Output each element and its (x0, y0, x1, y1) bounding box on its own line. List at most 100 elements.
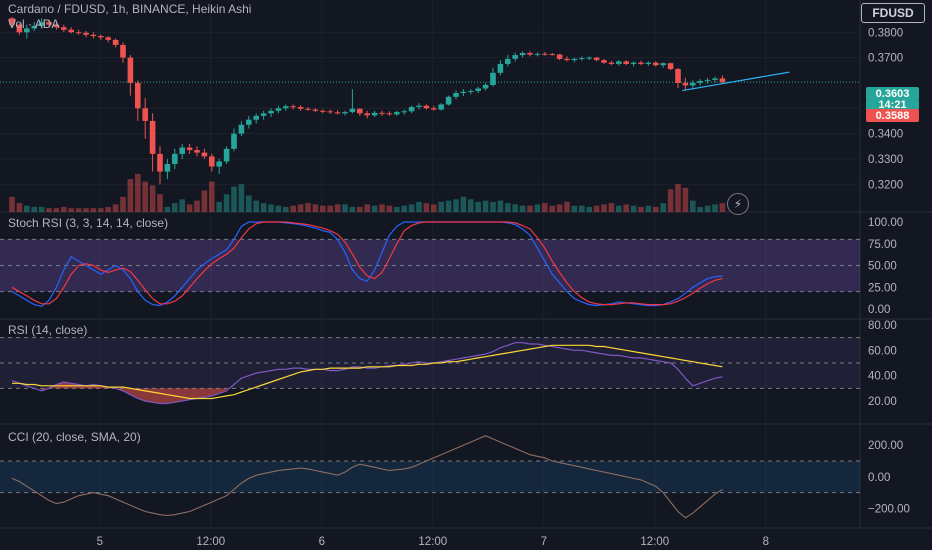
candle-body (342, 112, 348, 114)
volume-bar (379, 204, 385, 212)
volume-bar (135, 174, 141, 212)
volume-bar (9, 196, 15, 212)
candle-body (186, 147, 193, 151)
volume-bar (90, 208, 97, 212)
candle-body (431, 108, 437, 110)
rsi-oversold-fill (41, 382, 227, 404)
volume-bar (616, 205, 622, 212)
stoch-rsi-title: Stoch RSI (3, 3, 14, 14, close) (8, 216, 169, 230)
volume-bar (482, 200, 489, 212)
volume-bar (690, 200, 696, 212)
candle-body (24, 28, 30, 33)
symbol-badge[interactable]: FDUSD (861, 3, 925, 23)
volume-bar (468, 199, 474, 212)
candle-body (505, 58, 511, 64)
candle-body (75, 32, 82, 34)
candle-body (157, 153, 163, 172)
candle-body (327, 111, 333, 113)
candle-body (697, 80, 703, 83)
candle-body (490, 72, 496, 85)
volume-bar (201, 190, 208, 212)
volume-bar (623, 204, 629, 212)
y-tick-label: 0.3300 (868, 154, 903, 166)
candle-body (682, 82, 689, 86)
candle-body (283, 106, 289, 109)
x-tick-label: 12:00 (640, 536, 669, 548)
candle-body (623, 61, 629, 64)
volume-bar (297, 204, 304, 212)
candle-body (253, 115, 259, 120)
volume-bar (675, 184, 681, 212)
trendline (682, 71, 790, 92)
candle-body (482, 84, 489, 89)
volume-bar (327, 205, 333, 212)
lightning-bolt-icon[interactable]: ⚡ (727, 193, 749, 215)
countdown-tag: 14:21 (866, 99, 919, 111)
cci-tick-label: 0.00 (868, 472, 890, 484)
volume-bar (371, 205, 378, 212)
cci-tick-label: 200.00 (868, 440, 903, 452)
volume-bar (172, 203, 178, 212)
candle-body (408, 107, 415, 112)
candle-body (16, 24, 23, 33)
candle-body (719, 78, 726, 83)
candle-body (586, 57, 592, 59)
candle-body (334, 112, 341, 114)
volume-bar (608, 203, 615, 212)
candle-body (386, 113, 393, 115)
volume-bar (231, 186, 237, 212)
candle-body (357, 108, 363, 114)
candle-body (68, 29, 74, 33)
candle-body (512, 55, 518, 59)
volume-bar (571, 205, 578, 212)
volume-bar (645, 205, 652, 212)
rsi-line (11, 342, 723, 405)
volume-bar (253, 200, 259, 212)
volume-bar (216, 201, 222, 212)
x-tick-label: 6 (319, 536, 325, 548)
candle-body (61, 27, 67, 30)
cci-line (11, 435, 723, 519)
rsi-tick-label: 60.00 (868, 345, 897, 357)
candle-body (312, 109, 319, 111)
candle-body (120, 44, 126, 58)
candle-body (438, 104, 444, 110)
candle-body (394, 112, 400, 115)
rsi-ma-line (12, 344, 723, 400)
candle-body (645, 62, 652, 64)
candle-body (231, 133, 237, 149)
volume-bar (564, 201, 570, 212)
volume-bar (127, 179, 134, 212)
cci-title: CCI (20, close, SMA, 20) (8, 430, 141, 444)
candle-body (201, 152, 208, 157)
volume-bar (334, 204, 341, 212)
candle-body (194, 150, 200, 153)
volume-bar (697, 206, 703, 212)
candle-body (53, 24, 60, 28)
x-tick-label: 7 (541, 536, 547, 548)
volume-bar (75, 208, 82, 212)
candle-body (712, 78, 718, 80)
rsi-title: RSI (14, close) (8, 323, 88, 337)
volume-bar (112, 204, 119, 212)
volume-bar (186, 204, 193, 212)
y-tick-label: 0.3200 (868, 179, 903, 191)
volume-bar (401, 205, 407, 212)
candle-body (675, 69, 681, 83)
stoch-tick-label: 75.00 (868, 239, 897, 251)
stoch-tick-label: 100.00 (868, 217, 903, 229)
volume-bar (305, 203, 311, 212)
candle-body (579, 58, 585, 60)
volume-bar (260, 203, 267, 212)
volume-bar (275, 205, 282, 212)
candle-body (83, 32, 89, 35)
candle-body (497, 63, 504, 73)
volume-bar (667, 189, 674, 212)
volume-bar (408, 204, 415, 212)
volume-bar (61, 206, 67, 212)
candle-body (290, 106, 296, 108)
prev-price-tag: 0.3588 (866, 109, 919, 122)
candle-body (268, 110, 274, 114)
volume-bar (423, 203, 430, 212)
